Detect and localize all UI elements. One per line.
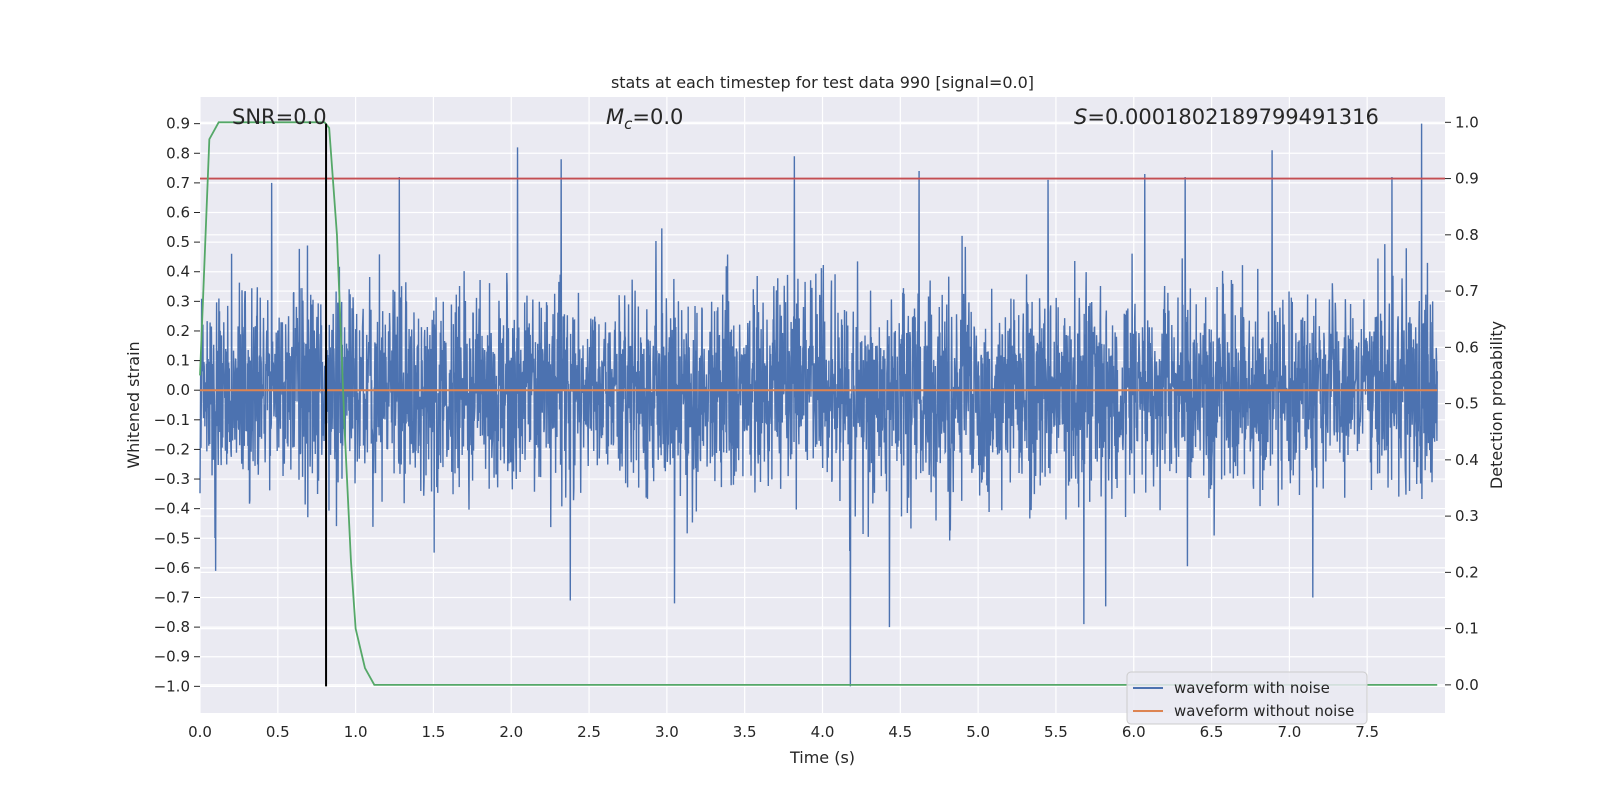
x-tick-label: 1.5 — [422, 723, 446, 741]
legend-box — [1126, 671, 1368, 725]
series-waveform-with-noise — [199, 123, 1438, 687]
x-tick-label: 6.0 — [1122, 723, 1146, 741]
x-tick-label: 4.5 — [888, 723, 912, 741]
y-tick-label: 0.4 — [166, 263, 190, 281]
x-tick-label: 0.0 — [188, 723, 212, 741]
mc-symbol: M — [606, 105, 624, 129]
y-tick-label: −0.7 — [154, 589, 190, 607]
y-tick-label: 0.2 — [166, 322, 190, 340]
y-tick-label: −1.0 — [154, 677, 190, 695]
mc-subscript: c — [624, 115, 633, 133]
y-tick-label: −0.8 — [154, 618, 190, 636]
y2-tick-label: 0.4 — [1455, 451, 1479, 469]
y-axis-left: 0.9 0.8 0.7 0.6 0.5 0.4 0.3 0.2 0.1 0.0 −0.1 −0.2 −0… — [154, 115, 200, 695]
y2-tick-label: 0.7 — [1455, 282, 1479, 300]
y-axis-right: 1.0 0.9 0.8 0.7 0.6 0.5 0.4 0.3 0.2 0.1 0.0 — [1445, 113, 1479, 694]
y-tick-label: −0.5 — [154, 529, 190, 547]
series-detection-probability — [199, 121, 1438, 686]
mc-value: =0.0 — [632, 105, 683, 129]
x-tick-label: 7.5 — [1355, 723, 1379, 741]
x-tick-label: 3.5 — [733, 723, 757, 741]
y-tick-label: 0.3 — [166, 292, 190, 310]
legend: waveform with noise waveform without noi… — [1126, 671, 1368, 725]
y-tick-label: −0.3 — [154, 470, 190, 488]
s-value: =0.0001802189799491316 — [1087, 105, 1379, 129]
y2-tick-label: 0.5 — [1455, 395, 1479, 413]
x-tick-label: 7.0 — [1277, 723, 1301, 741]
x-tick-label: 0.5 — [266, 723, 290, 741]
x-tick-label: 5.0 — [966, 723, 990, 741]
y2-tick-label: 0.9 — [1455, 170, 1479, 188]
y-tick-label: −0.1 — [154, 411, 190, 429]
y-tick-label: 0.5 — [166, 233, 190, 251]
y-tick-label: 0.1 — [166, 352, 190, 370]
x-tick-label: 5.5 — [1044, 723, 1068, 741]
x-tick-label: 2.5 — [577, 723, 601, 741]
annotation-s: S=0.0001802189799491316 — [1074, 105, 1379, 129]
y2-axis-label: Detection probability — [1487, 321, 1506, 489]
legend-label-waveform-with-noise: waveform with noise — [1174, 679, 1330, 697]
s-symbol: S — [1074, 105, 1087, 129]
y2-tick-label: 1.0 — [1455, 113, 1479, 131]
x-axis: 0.0 0.5 1.0 1.5 2.0 2.5 3.0 3.5 4.0 4.5 5.0 5.5 6.0 6… — [188, 723, 1379, 741]
y2-tick-label: 0.0 — [1455, 676, 1479, 694]
annotation-chirp-mass: Mc=0.0 — [606, 105, 683, 133]
x-axis-label: Time (s) — [789, 748, 855, 767]
x-tick-label: 4.0 — [811, 723, 835, 741]
y-tick-label: −0.6 — [154, 559, 190, 577]
y-tick-label: 0.7 — [166, 174, 190, 192]
x-tick-label: 6.5 — [1200, 723, 1224, 741]
y-tick-label: −0.2 — [154, 440, 190, 458]
y2-tick-label: 0.1 — [1455, 620, 1479, 638]
x-tick-label: 2.0 — [499, 723, 523, 741]
y-tick-label: 0.9 — [166, 115, 190, 133]
chart-title: stats at each timestep for test data 990… — [611, 73, 1034, 92]
y-tick-label: 0.6 — [166, 204, 190, 222]
y-axis-label: Whitened strain — [124, 341, 143, 468]
annotation-snr: SNR=0.0 — [232, 105, 327, 129]
y-tick-label: 0.8 — [166, 144, 190, 162]
y-tick-label: 0.0 — [166, 381, 190, 399]
y2-tick-label: 0.8 — [1455, 226, 1479, 244]
plot-area — [199, 121, 1445, 687]
y-tick-label: −0.4 — [154, 500, 190, 518]
y2-tick-label: 0.6 — [1455, 338, 1479, 356]
y2-tick-label: 0.3 — [1455, 507, 1479, 525]
x-tick-label: 1.0 — [344, 723, 368, 741]
x-tick-label: 3.0 — [655, 723, 679, 741]
legend-label-waveform-without-noise: waveform without noise — [1174, 702, 1354, 720]
y-tick-label: −0.9 — [154, 648, 190, 666]
y2-tick-label: 0.2 — [1455, 563, 1479, 581]
